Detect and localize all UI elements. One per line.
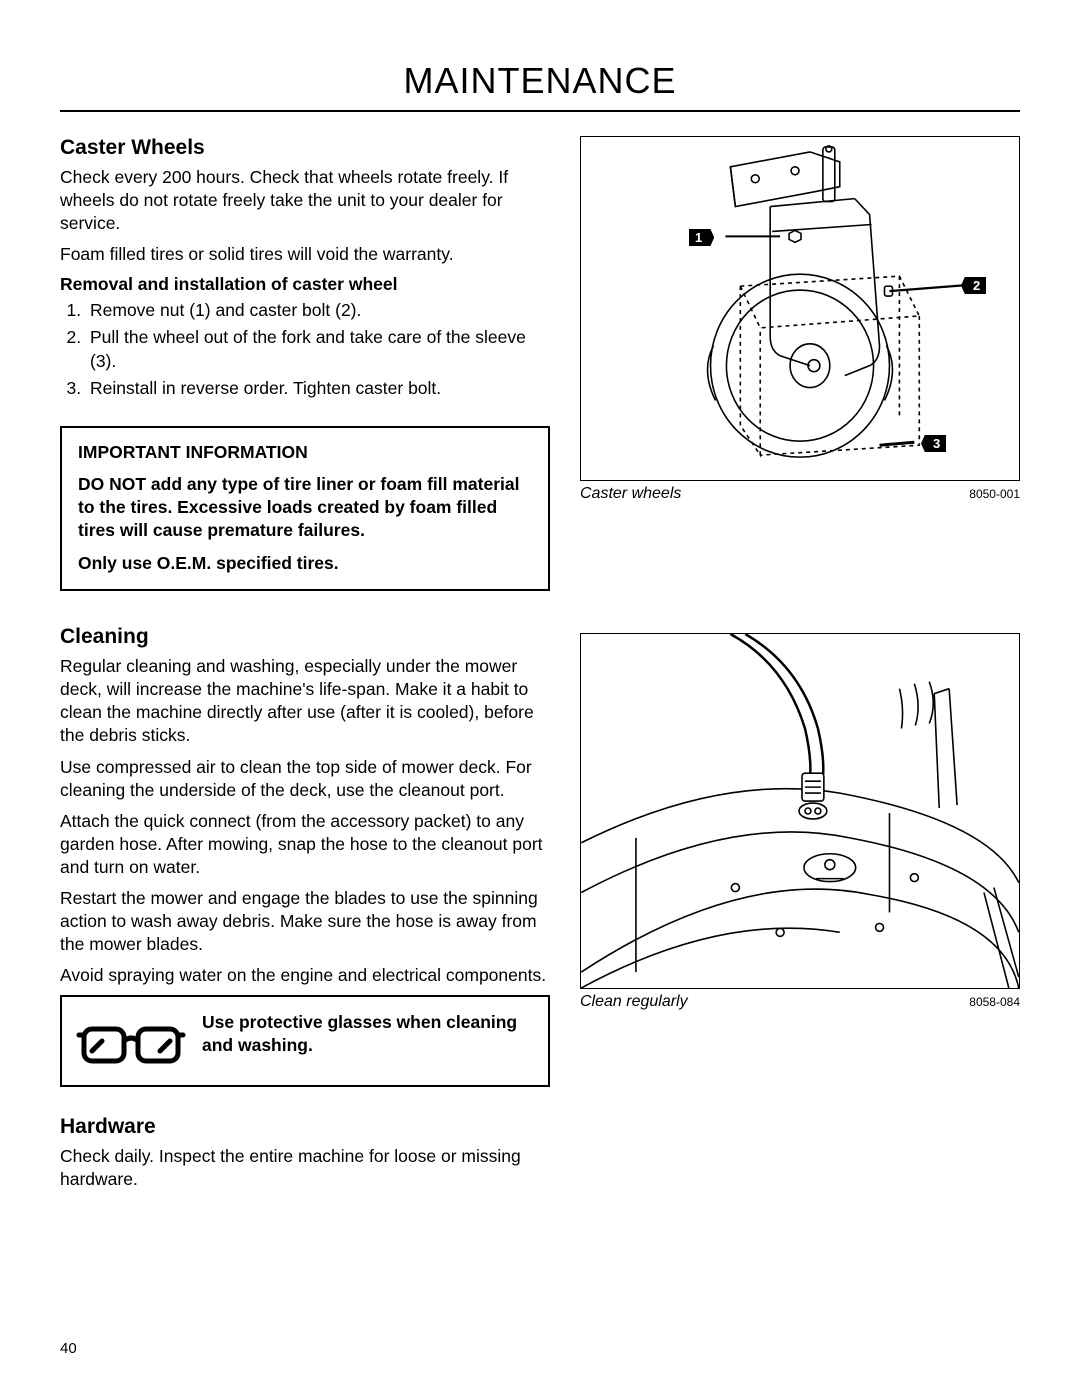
- page-number: 40: [60, 1340, 77, 1357]
- glasses-text: Use protective glasses when cleaning and…: [202, 1009, 534, 1057]
- figure-caster-wheels: 1 2 3: [580, 136, 1020, 481]
- safety-glasses-icon: [76, 1009, 186, 1073]
- left-column: Caster Wheels Check every 200 hours. Che…: [60, 136, 550, 1200]
- caster-p1: Check every 200 hours. Check that wheels…: [60, 166, 550, 235]
- callout-1: 1: [689, 229, 714, 246]
- info-box-p2: Only use O.E.M. specified tires.: [78, 552, 532, 575]
- fig1-caption-row: Caster wheels 8050-001: [580, 485, 1020, 503]
- fig2-caption-row: Clean regularly 8058-084: [580, 993, 1020, 1011]
- caster-step-3: Reinstall in reverse order. Tighten cast…: [86, 377, 550, 400]
- info-box-title: IMPORTANT INFORMATION: [78, 442, 532, 463]
- glasses-warning-box: Use protective glasses when cleaning and…: [60, 995, 550, 1087]
- caster-step-2: Pull the wheel out of the fork and take …: [86, 326, 550, 372]
- mower-deck-diagram: [581, 634, 1019, 988]
- cleaning-p2: Use compressed air to clean the top side…: [60, 756, 550, 802]
- right-column: 1 2 3 Caster wheels 8050-001: [580, 136, 1020, 1200]
- callout-2: 2: [961, 277, 986, 294]
- fig1-caption: Caster wheels: [580, 485, 681, 503]
- callout-3: 3: [921, 435, 946, 452]
- cleaning-p1: Regular cleaning and washing, especially…: [60, 655, 550, 747]
- caster-steps: Remove nut (1) and caster bolt (2). Pull…: [60, 299, 550, 399]
- two-column-layout: Caster Wheels Check every 200 hours. Che…: [60, 136, 1020, 1200]
- hardware-p1: Check daily. Inspect the entire machine …: [60, 1145, 550, 1191]
- important-info-box: IMPORTANT INFORMATION DO NOT add any typ…: [60, 426, 550, 591]
- caster-p2: Foam filled tires or solid tires will vo…: [60, 243, 550, 266]
- fig1-code: 8050-001: [969, 487, 1020, 501]
- cleaning-p4: Restart the mower and engage the blades …: [60, 887, 550, 956]
- info-box-p1: DO NOT add any type of tire liner or foa…: [78, 473, 532, 542]
- cleaning-p3: Attach the quick connect (from the acces…: [60, 810, 550, 879]
- caster-subheading: Removal and installation of caster wheel: [60, 274, 550, 295]
- hardware-heading: Hardware: [60, 1115, 550, 1139]
- caster-heading: Caster Wheels: [60, 136, 550, 160]
- caster-step-1: Remove nut (1) and caster bolt (2).: [86, 299, 550, 322]
- fig2-caption: Clean regularly: [580, 993, 688, 1011]
- figure-clean-regularly: [580, 633, 1020, 989]
- caster-wheel-diagram: [581, 137, 1019, 480]
- page-title: MAINTENANCE: [60, 60, 1020, 112]
- fig2-code: 8058-084: [969, 995, 1020, 1009]
- cleaning-heading: Cleaning: [60, 625, 550, 649]
- cleaning-p5: Avoid spraying water on the engine and e…: [60, 964, 550, 987]
